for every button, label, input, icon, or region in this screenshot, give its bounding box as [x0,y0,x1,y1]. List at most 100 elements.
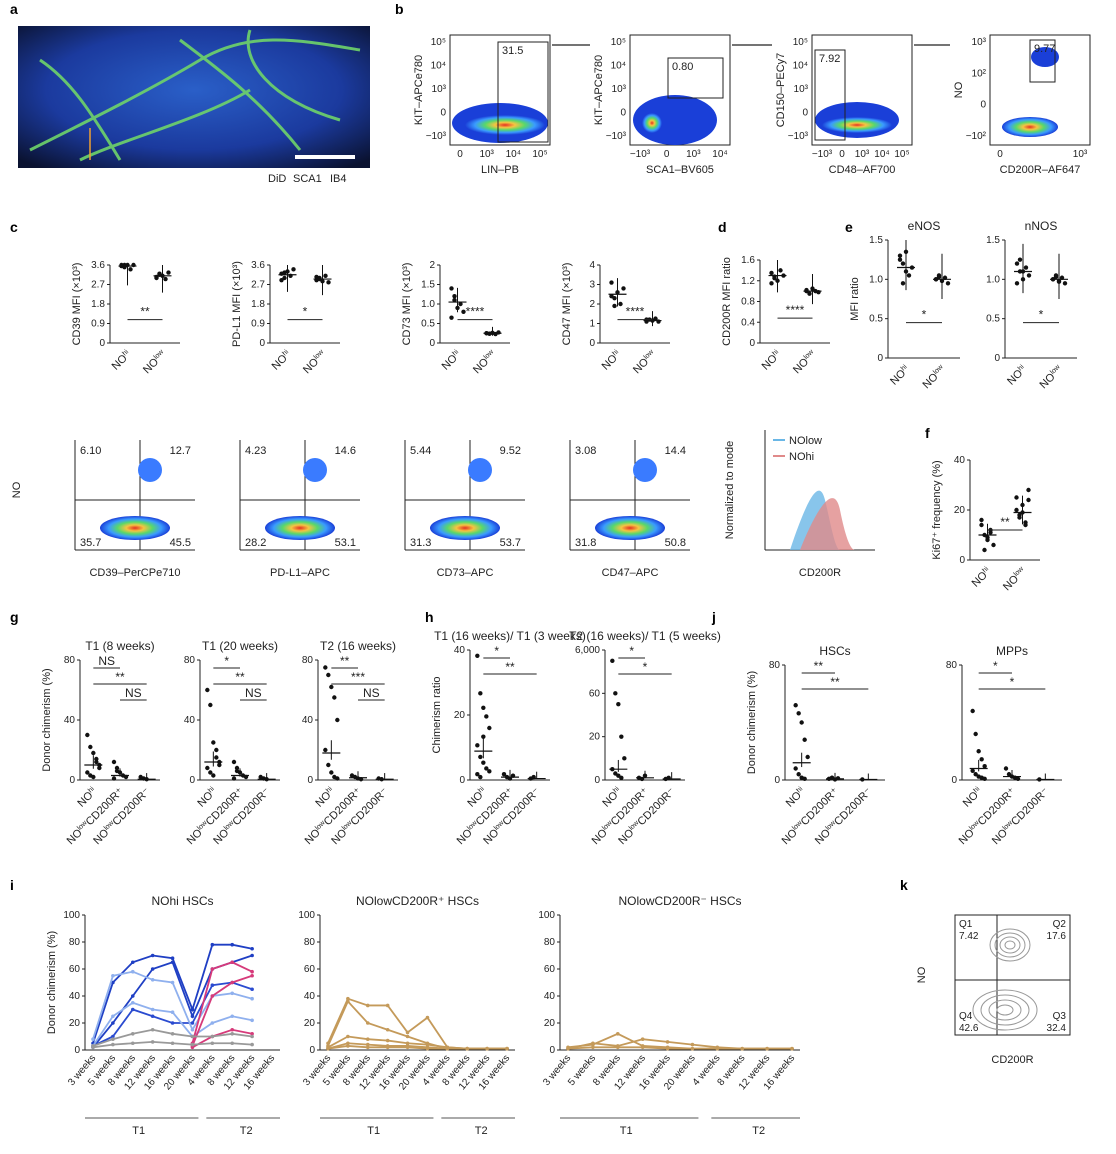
data-point [481,734,486,739]
data-point [612,303,617,309]
legend-ib4: IB4 [330,173,347,185]
x-tick-label: 10³ [855,149,870,160]
x-tick-label: −10³ [812,149,833,160]
y-tick-label: 10⁴ [431,61,446,72]
x-axis-label: CD47–APC [602,567,659,579]
x-axis-label: CD200R [799,567,841,579]
y-tick-label: −10³ [788,131,809,142]
density-core [430,516,500,540]
y-tick-label: 40 [454,645,466,656]
y-tick-label: 10⁵ [611,37,626,48]
gating-plot: 9.77 10³ 10² 0 −10² 0 10³ CD200R–AF647 NO [953,34,1091,176]
data-point [897,257,903,262]
data-point [323,665,328,670]
chart-title: eNOS [908,219,941,233]
data-point [991,542,996,548]
y-tick-label: 0 [309,1045,315,1056]
legend-did: DiD [268,173,286,185]
data-point [988,530,993,535]
y-tick-label: 10⁴ [611,61,626,72]
quadrant-value: 53.1 [335,537,356,549]
data-point [452,294,457,299]
data-point [449,286,454,291]
y-tick-label: 80 [304,937,316,948]
series-line [191,974,253,1047]
data-point [613,691,618,696]
data-point [799,720,804,725]
gating-plot: 31.5 10⁵ 10⁴ 10³ 0 −10³ 0 10³ 10⁴ 10⁵ LIN–PB KIT–AP… [413,34,590,176]
data-point [214,755,219,760]
y-tick-label: 100 [538,910,555,921]
y-tick-label: 0 [749,338,755,349]
density-core [595,516,665,540]
data-point [114,768,120,774]
data-point [329,770,334,775]
contour [994,932,1026,958]
data-point [496,330,501,335]
data-point [897,253,903,258]
y-tick-label: 40 [304,991,316,1002]
data-point [487,769,492,774]
data-point [1006,772,1012,777]
data-point [335,776,340,781]
plot-frame [811,34,913,146]
legend-label: NOhi [789,451,814,463]
data-point [214,747,219,753]
chart-c3: 2 1.5 1.0 0.5 0 CD73 MFI (×10³) NOhi NOlow **** [401,260,510,376]
y-tick-label: 0 [99,338,105,349]
data-point [211,773,216,778]
y-tick-label: 0 [802,108,808,119]
chart-d: 1.6 1.2 0.8 0.4 0 CD200R MFI ratio NOhi NOlow **… [721,255,830,376]
x-tick-label: 0 [839,149,845,160]
data-point [973,772,978,777]
y-axis-label: Donor chimerism (%) [746,671,758,774]
x-axis-label: CD39–PerCPe710 [89,567,180,579]
chart-title: T2 (16 weeks)/ T1 (5 weeks) [569,629,721,643]
chart-h1: 40 20 0 Chimerism ratio T1 (16 weeks)/ T1 (3… [431,629,586,847]
sig-label: ** [340,654,350,668]
category-label: NOhi [110,348,134,372]
panel-letter-e: e [845,219,853,235]
category-label: NOlow [631,348,659,376]
y-tick-label: 80 [64,655,76,666]
y-tick-label: 0 [620,108,626,119]
quadrant-value: 6.10 [80,445,101,457]
y-tick-label: 0 [259,338,265,349]
y-axis-label: CD150–PECy7 [775,53,787,128]
data-point [900,261,906,266]
density-blob [633,458,657,482]
data-point [478,774,483,780]
data-point [332,695,337,700]
data-point [475,743,480,748]
category-label: NOlow [471,348,499,376]
y-tick-label: 0 [549,1045,555,1056]
gate-value: 7.92 [819,53,840,65]
y-tick-label: 80 [769,660,781,671]
x-axis-label: LIN–PB [481,164,519,176]
quadrant-value: 3.08 [575,445,596,457]
plot-frame [629,34,731,146]
data-point [484,766,489,771]
contour [972,989,1038,1031]
y-tick-label: 1.5 [869,235,883,246]
x-tick-label: 10³ [686,149,701,160]
data-point [1014,495,1019,500]
data-point [475,653,480,658]
category-label: NOlow [1001,565,1029,593]
group-label: T2 [475,1125,488,1137]
quadrant-value: 5.44 [410,445,431,457]
data-point [326,280,331,285]
chart-title: T2 (16 weeks) [320,639,396,653]
quadrant-value: 9.52 [500,445,521,457]
data-point [449,315,454,320]
x-tick-label: 10³ [1073,149,1088,160]
contour [1004,940,1016,950]
data-point [205,687,210,693]
chart-c1: 3.6 2.7 1.8 0.9 0 CD39 MFI (×10³) NOhi NOlow ** [71,260,180,376]
series-line [192,1028,253,1049]
contour [999,936,1021,954]
category-label: NOlow [141,348,169,376]
data-point [1017,515,1022,520]
sig-label: * [494,644,499,658]
y-tick-label: 1.6 [741,255,755,266]
